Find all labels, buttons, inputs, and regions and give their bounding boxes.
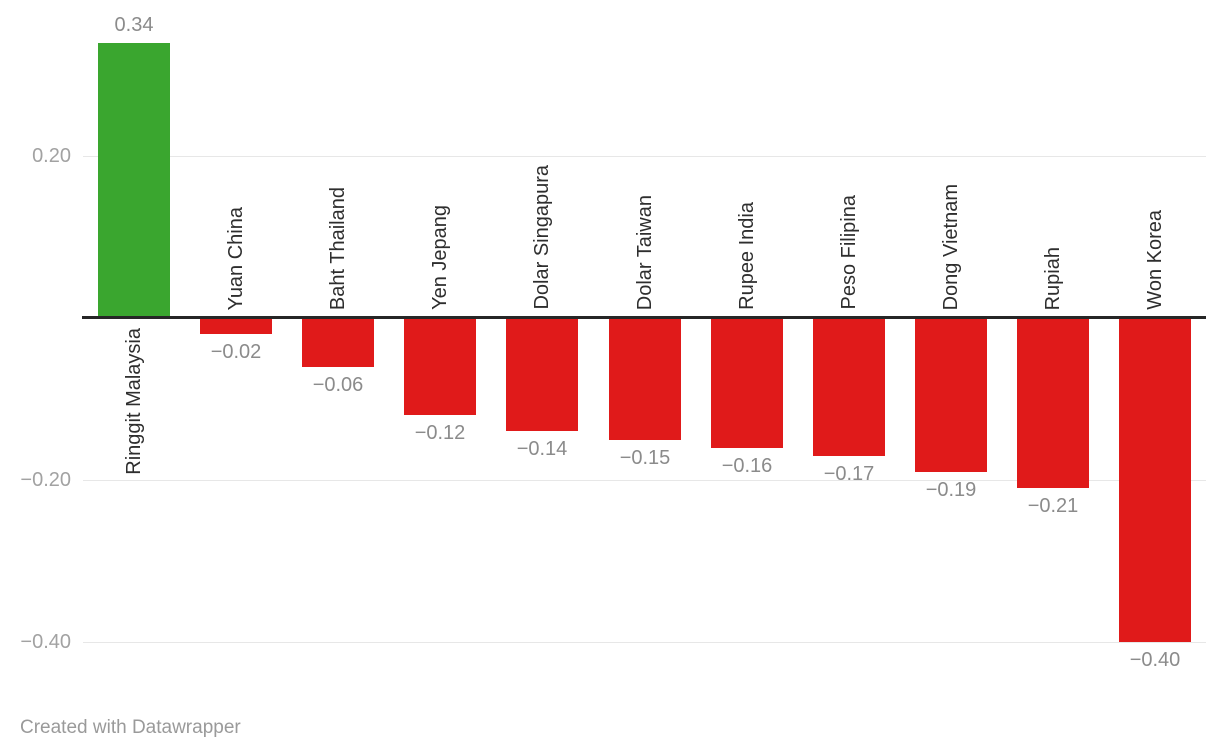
bar-yen-jepang bbox=[404, 318, 476, 415]
bar-category-label: Ringgit Malaysia bbox=[123, 328, 145, 475]
bar-value-label: −0.02 bbox=[210, 341, 262, 363]
bar-baht-thailand bbox=[302, 318, 374, 367]
bar-category-label: Baht Thailand bbox=[327, 186, 349, 310]
bar-rupee-india bbox=[711, 318, 783, 448]
bar-won-korea bbox=[1119, 318, 1191, 642]
bar-dolar-taiwan bbox=[609, 318, 681, 440]
bar-value-label: −0.21 bbox=[1027, 495, 1079, 517]
bar-category-label: Won Korea bbox=[1144, 210, 1166, 310]
bar-dong-vietnam bbox=[915, 318, 987, 472]
gridline bbox=[83, 480, 1206, 481]
bar-category-label: Dong Vietnam bbox=[940, 183, 962, 310]
bar-category-label: Dolar Singapura bbox=[531, 165, 553, 310]
bar-value-label: −0.40 bbox=[1129, 649, 1181, 671]
bar-value-label: −0.14 bbox=[516, 438, 568, 460]
bar-value-label: −0.19 bbox=[925, 479, 977, 501]
bar-category-label: Rupiah bbox=[1042, 246, 1064, 310]
y-axis-tick-label: −0.20 bbox=[20, 469, 71, 491]
bar-category-label: Peso Filipina bbox=[838, 195, 860, 310]
bar-category-label: Yen Jepang bbox=[429, 205, 451, 310]
y-axis-tick-label: −0.40 bbox=[20, 631, 71, 653]
bar-rupiah bbox=[1017, 318, 1089, 488]
bar-dolar-singapura bbox=[506, 318, 578, 431]
gridline bbox=[83, 642, 1206, 643]
bar-category-label: Dolar Taiwan bbox=[634, 194, 656, 310]
bar-value-label: −0.16 bbox=[721, 455, 773, 477]
bar-value-label: −0.06 bbox=[312, 374, 364, 396]
bar-value-label: −0.17 bbox=[823, 463, 875, 485]
bar-ringgit-malaysia bbox=[98, 43, 170, 318]
gridline bbox=[83, 156, 1206, 157]
bar-value-label: −0.12 bbox=[414, 422, 466, 444]
bar-category-label: Rupee India bbox=[736, 202, 758, 310]
credit-line: Created with Datawrapper bbox=[20, 717, 241, 738]
y-axis-tick-label: 0.20 bbox=[32, 145, 71, 167]
bar-peso-filipina bbox=[813, 318, 885, 456]
bar-category-label: Yuan China bbox=[225, 206, 247, 310]
bar-value-label: 0.34 bbox=[114, 14, 154, 36]
bar-yuan-china bbox=[200, 318, 272, 334]
zero-axis-line bbox=[82, 316, 1206, 319]
bar-value-label: −0.15 bbox=[619, 447, 671, 469]
